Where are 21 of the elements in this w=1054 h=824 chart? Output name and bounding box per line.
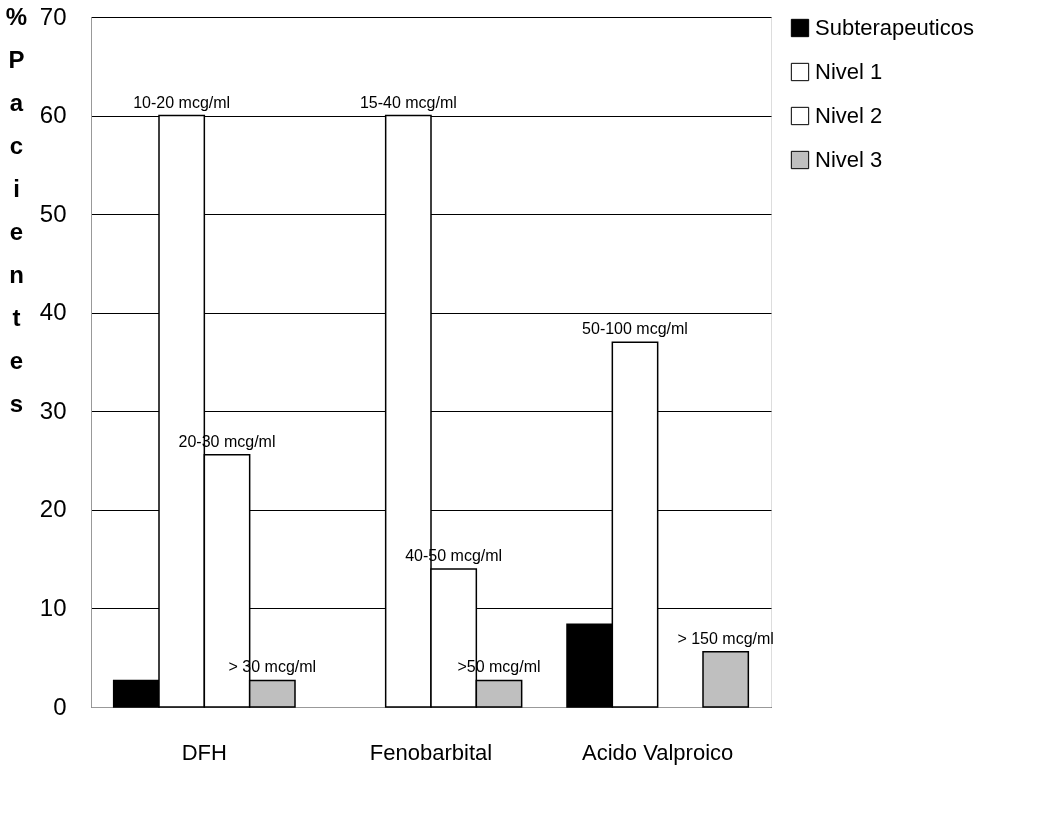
y-tick-label: 40 xyxy=(39,298,67,326)
annotation: 50-100 mcg/ml xyxy=(582,320,688,338)
y-tick-label: 70 xyxy=(39,2,67,30)
text: % Pacientes xyxy=(5,2,28,417)
x-tick-label: Acido Valproico xyxy=(582,739,734,765)
annotation: 15-40 mcg/ml xyxy=(359,93,457,111)
legend-label: Nivel 1 xyxy=(815,59,883,84)
y-tick-label: 60 xyxy=(39,101,67,129)
bar xyxy=(702,651,750,708)
legend-label: Nivel 3 xyxy=(815,147,883,172)
y-tick-label: 50 xyxy=(39,199,67,227)
annotation: > 150 mcg/ml xyxy=(677,629,774,647)
x-tick-label: Fenobarbital xyxy=(369,739,493,765)
y-tick-label: 20 xyxy=(39,495,67,523)
y-tick-label: 0 xyxy=(53,692,67,720)
annotation: 10-20 mcg/ml xyxy=(133,93,231,111)
x-tick-label: DFH xyxy=(181,739,227,765)
y-tick-label: 10 xyxy=(39,593,67,621)
legend-label: Nivel 2 xyxy=(815,103,883,128)
legend-label: Subterapeuticos xyxy=(815,15,974,40)
y-tick-label: 30 xyxy=(39,396,67,424)
